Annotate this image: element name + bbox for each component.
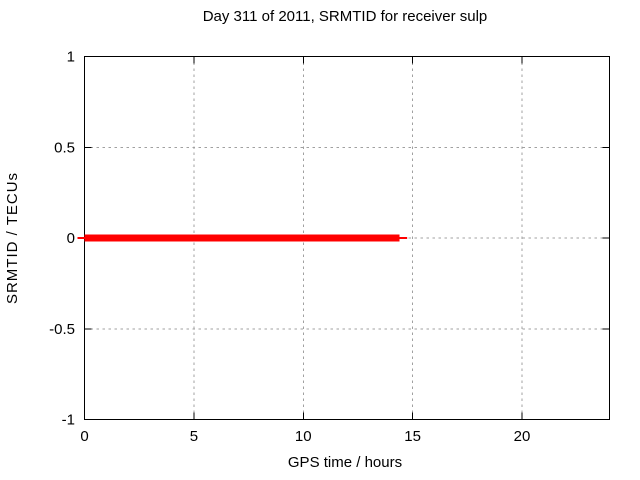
axis-ticks xyxy=(84,56,610,420)
y-tick-label-0.5: 0.5 xyxy=(54,139,75,156)
y-axis-label: SRMTID / TECUs xyxy=(4,172,21,304)
x-tick-label-5: 5 xyxy=(190,428,198,445)
y-tick-label-0: 0 xyxy=(67,230,75,247)
x-tick-labels: 0 5 10 15 20 xyxy=(80,428,530,445)
x-tick-label-0: 0 xyxy=(80,428,88,445)
y-tick-label-1: 1 xyxy=(67,49,75,66)
y-tick-label--0.5: -0.5 xyxy=(49,321,75,338)
x-tick-label-20: 20 xyxy=(514,428,531,445)
y-tick-label--1: -1 xyxy=(62,412,75,429)
x-axis-label: GPS time / hours xyxy=(288,454,402,471)
x-tick-label-10: 10 xyxy=(295,428,312,445)
y-tick-labels: -1 -0.5 0 0.5 1 xyxy=(49,49,75,429)
chart-title: Day 311 of 2011, SRMTID for receiver sul… xyxy=(203,8,488,25)
x-tick-label-15: 15 xyxy=(404,428,421,445)
